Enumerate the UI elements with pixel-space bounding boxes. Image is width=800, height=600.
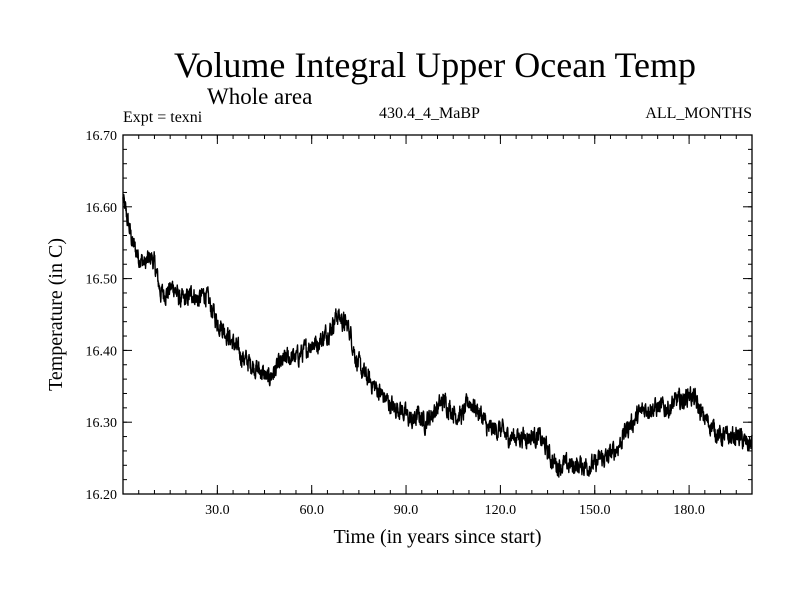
series-layer (122, 194, 753, 478)
plot-frame (122, 134, 753, 495)
x-tick-label: 90.0 (394, 503, 419, 518)
experiment-label: Expt = texni (123, 109, 203, 126)
y-tick-label: 16.50 (86, 273, 118, 288)
x-tick-label: 120.0 (485, 503, 517, 518)
x-tick-label: 30.0 (205, 503, 230, 518)
chart-subtitle: Whole area (207, 84, 313, 109)
x-tick-label: 150.0 (579, 503, 611, 518)
y-axis-title: Temperature (in C) (45, 238, 67, 391)
series-line (122, 194, 753, 478)
y-tick-label: 16.60 (86, 201, 118, 216)
y-tick-label: 16.40 (86, 344, 118, 359)
run-id-label: 430.4_4_MaBP (379, 105, 480, 122)
y-tick-label: 16.70 (86, 129, 118, 144)
x-tick-label: 180.0 (673, 503, 705, 518)
x-axis-title: Time (in years since start) (333, 526, 541, 548)
y-tick-label: 16.30 (86, 416, 118, 431)
tick-layer: 30.0 60.0 90.0 120.0 150.0 180.0 16.20 16.30 16.… (86, 129, 753, 518)
y-tick-label: 16.20 (86, 488, 118, 503)
months-label: ALL_MONTHS (645, 105, 752, 122)
x-tick-label: 60.0 (299, 503, 324, 518)
chart-title: Volume Integral Upper Ocean Temp (174, 45, 696, 85)
